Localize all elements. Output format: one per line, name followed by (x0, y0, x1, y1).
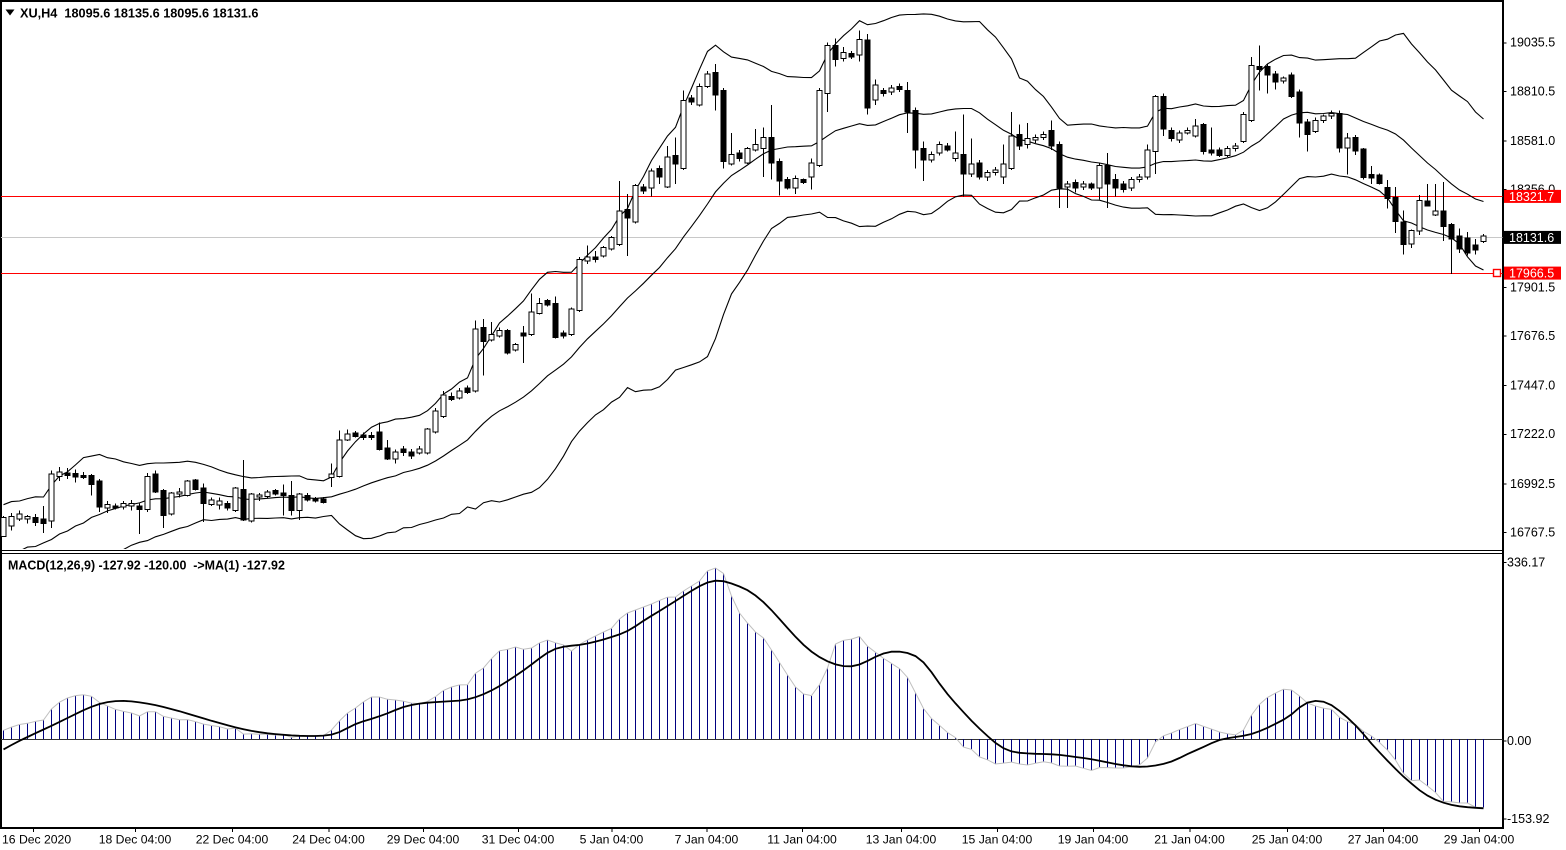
svg-text:21 Jan 04:00: 21 Jan 04:00 (1154, 833, 1225, 847)
svg-text:16992.5: 16992.5 (1510, 477, 1555, 491)
svg-text:17447.0: 17447.0 (1510, 379, 1555, 393)
svg-text:0.00: 0.00 (1507, 734, 1531, 748)
svg-text:17676.5: 17676.5 (1510, 329, 1555, 343)
svg-text:27 Jan 04:00: 27 Jan 04:00 (1348, 833, 1419, 847)
svg-text:31 Dec 04:00: 31 Dec 04:00 (482, 833, 555, 847)
svg-text:25 Jan 04:00: 25 Jan 04:00 (1252, 833, 1323, 847)
svg-text:7 Jan 04:00: 7 Jan 04:00 (675, 833, 739, 847)
svg-text:5 Jan 04:00: 5 Jan 04:00 (580, 833, 644, 847)
svg-text:17901.5: 17901.5 (1510, 281, 1555, 295)
svg-text:-153.92: -153.92 (1507, 812, 1549, 826)
svg-text:13 Jan 04:00: 13 Jan 04:00 (866, 833, 937, 847)
svg-text:29 Dec 04:00: 29 Dec 04:00 (387, 833, 460, 847)
svg-text:15 Jan 04:00: 15 Jan 04:00 (962, 833, 1033, 847)
svg-text:16767.5: 16767.5 (1510, 525, 1555, 539)
svg-text:16 Dec 2020: 16 Dec 2020 (2, 833, 71, 847)
svg-text:MACD(12,26,9) -127.92 -120.00: MACD(12,26,9) -127.92 -120.00 ->MA(1) -1… (8, 559, 285, 573)
svg-text:18581.0: 18581.0 (1510, 134, 1555, 148)
svg-text:19035.5: 19035.5 (1510, 36, 1555, 50)
svg-text:11 Jan 04:00: 11 Jan 04:00 (767, 833, 837, 847)
svg-text:22 Dec 04:00: 22 Dec 04:00 (196, 833, 269, 847)
svg-text:24 Dec 04:00: 24 Dec 04:00 (292, 833, 365, 847)
svg-text:29 Jan 04:00: 29 Jan 04:00 (1444, 833, 1515, 847)
svg-text:17966.5: 17966.5 (1509, 267, 1554, 281)
svg-text:18321.7: 18321.7 (1509, 190, 1554, 204)
svg-text:18131.6: 18131.6 (1509, 231, 1554, 245)
svg-text:19 Jan 04:00: 19 Jan 04:00 (1058, 833, 1129, 847)
svg-text:18 Dec 04:00: 18 Dec 04:00 (99, 833, 172, 847)
svg-text:XU,H4 18095.6 18135.6 18095.6: XU,H4 18095.6 18135.6 18095.6 18131.6 (20, 7, 258, 21)
svg-text:17222.0: 17222.0 (1510, 427, 1555, 441)
svg-text:18810.5: 18810.5 (1510, 84, 1555, 98)
svg-text:336.17: 336.17 (1507, 556, 1545, 570)
